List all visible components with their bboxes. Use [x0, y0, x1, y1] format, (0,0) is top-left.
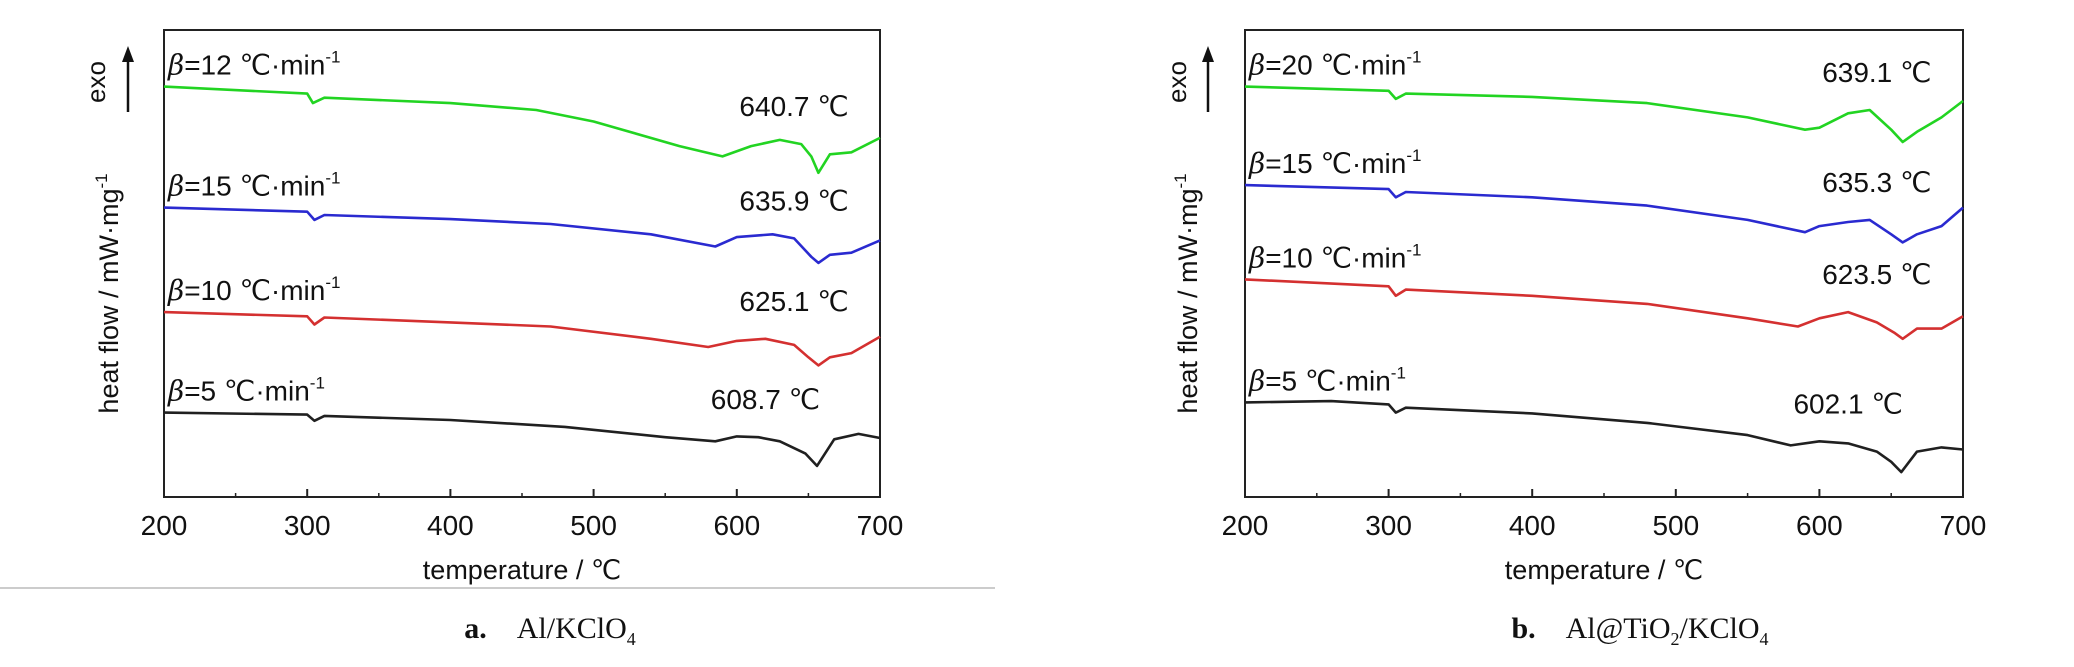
x-tick-label: 500 [1652, 510, 1699, 541]
series-line-green [163, 85, 881, 175]
series-line-red [1244, 278, 1964, 341]
exo-arrow-head [122, 46, 134, 62]
y-axis-label: heat flow / mW·mg-1 [92, 173, 124, 413]
x-tick-label: 500 [570, 510, 617, 541]
series-peak-label: 635.9 ℃ [739, 185, 848, 216]
series-rate-label: β=20 ℃·min-1 [1248, 48, 1421, 82]
x-tick-label: 300 [1365, 510, 1412, 541]
x-tick-label: 200 [141, 510, 188, 541]
x-tick-label: 200 [1222, 510, 1269, 541]
series-line-blue [163, 206, 881, 265]
exo-label: exo [81, 61, 111, 103]
exo-label: exo [1162, 61, 1192, 103]
series-line-black [163, 411, 881, 468]
x-tick-label: 700 [1940, 510, 1987, 541]
series-rate-label: β=15 ℃·min-1 [167, 169, 340, 203]
x-tick-label: 700 [857, 510, 904, 541]
series-rate-label: β=15 ℃·min-1 [1248, 146, 1421, 180]
series-rate-label: β=5 ℃·min-1 [167, 374, 325, 408]
panel-caption: b. Al@TiO2/KClO4 [1511, 612, 1768, 649]
series-line-red [163, 310, 881, 367]
series-peak-label: 602.1 ℃ [1793, 388, 1902, 419]
x-tick-label: 300 [284, 510, 331, 541]
series-rate-label: β=10 ℃·min-1 [167, 273, 340, 307]
chart-panel-a: 200 300 400 500 600 700 temperature / ℃ heat fl… [0, 29, 995, 649]
series-peak-label: 635.3 ℃ [1822, 167, 1931, 198]
series-line-blue [1244, 183, 1964, 244]
series-line-black [1244, 399, 1964, 474]
series-peak-label: 639.1 ℃ [1822, 57, 1931, 88]
x-axis-label: temperature / ℃ [1505, 555, 1703, 585]
x-tick-label: 400 [1509, 510, 1556, 541]
series-line-green [1244, 85, 1964, 144]
series-rate-label: β=10 ℃·min-1 [1248, 240, 1421, 274]
x-tick-label: 600 [1796, 510, 1843, 541]
x-tick-label: 400 [427, 510, 474, 541]
series-peak-label: 625.1 ℃ [739, 286, 848, 317]
series-rate-label: β=12 ℃·min-1 [167, 48, 340, 82]
chart-panel-b: 200 300 400 500 600 700 temperature / ℃ heat fl… [1162, 29, 1987, 649]
x-tick-label: 600 [713, 510, 760, 541]
x-axis-label: temperature / ℃ [423, 555, 621, 585]
panel-caption: a. Al/KClO4 [464, 612, 636, 649]
exo-arrow-head [1202, 46, 1214, 62]
series-peak-label: 640.7 ℃ [739, 91, 848, 122]
series-peak-label: 623.5 ℃ [1822, 259, 1931, 290]
y-axis-label: heat flow / mW·mg-1 [1171, 173, 1203, 413]
series-rate-label: β=5 ℃·min-1 [1248, 363, 1406, 397]
series-peak-label: 608.7 ℃ [711, 384, 820, 415]
